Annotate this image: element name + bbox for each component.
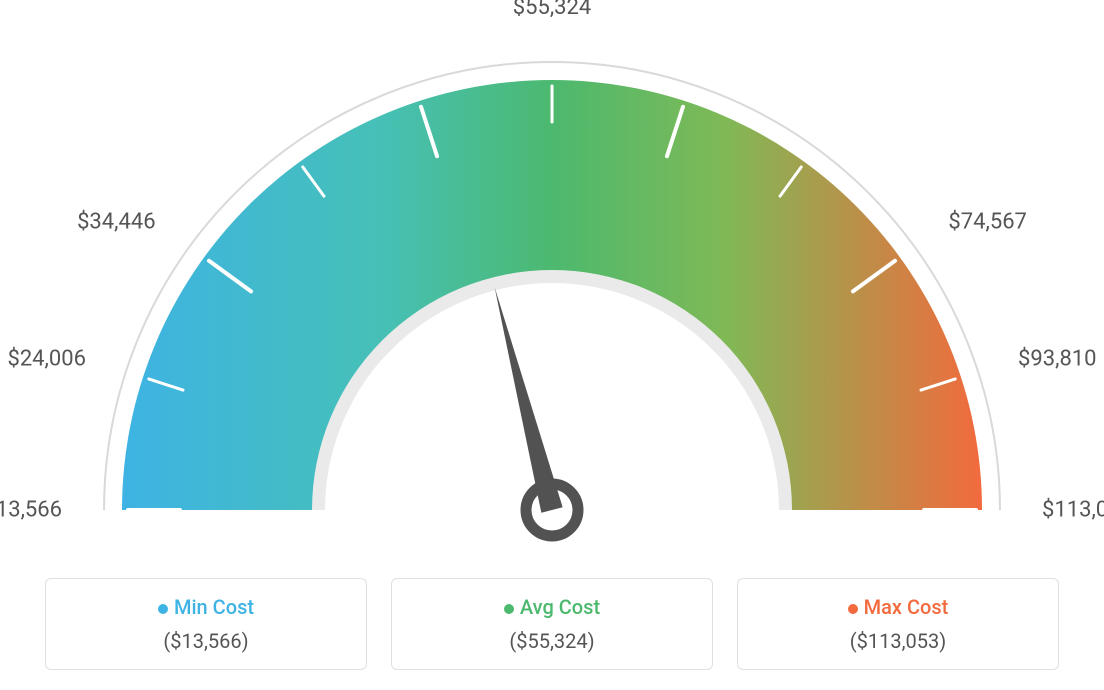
legend-card-min: Min Cost ($13,566) (45, 578, 367, 670)
legend-title-avg: Avg Cost (392, 595, 712, 619)
legend-card-avg: Avg Cost ($55,324) (391, 578, 713, 670)
legend-value-max: ($113,053) (738, 629, 1058, 653)
scale-label: $34,446 (77, 209, 156, 234)
legend-title-text-max: Max Cost (864, 595, 949, 619)
gauge-svg (0, 0, 1104, 560)
legend-title-max: Max Cost (738, 595, 1058, 619)
scale-label: $55,324 (513, 0, 592, 20)
legend-dot-avg (504, 604, 514, 614)
legend-dot-max (848, 604, 858, 614)
gauge-area: $13,566 $24,006 $34,446 $55,324 $74,567 $93,8… (0, 0, 1104, 560)
legend-card-max: Max Cost ($113,053) (737, 578, 1059, 670)
scale-label: $74,567 (948, 209, 1027, 234)
legend-value-min: ($13,566) (46, 629, 366, 653)
legend-title-min: Min Cost (46, 595, 366, 619)
legend-row: Min Cost ($13,566) Avg Cost ($55,324) Ma… (0, 578, 1104, 670)
scale-label: $13,566 (0, 498, 62, 523)
legend-value-avg: ($55,324) (392, 629, 712, 653)
scale-label: $113,053 (1042, 498, 1104, 523)
scale-label: $24,006 (7, 346, 86, 371)
legend-title-text-avg: Avg Cost (520, 595, 600, 619)
legend-title-text-min: Min Cost (174, 595, 254, 619)
legend-dot-min (158, 604, 168, 614)
scale-label: $93,810 (1018, 346, 1097, 371)
chart-container: $13,566 $24,006 $34,446 $55,324 $74,567 $93,8… (0, 0, 1104, 690)
